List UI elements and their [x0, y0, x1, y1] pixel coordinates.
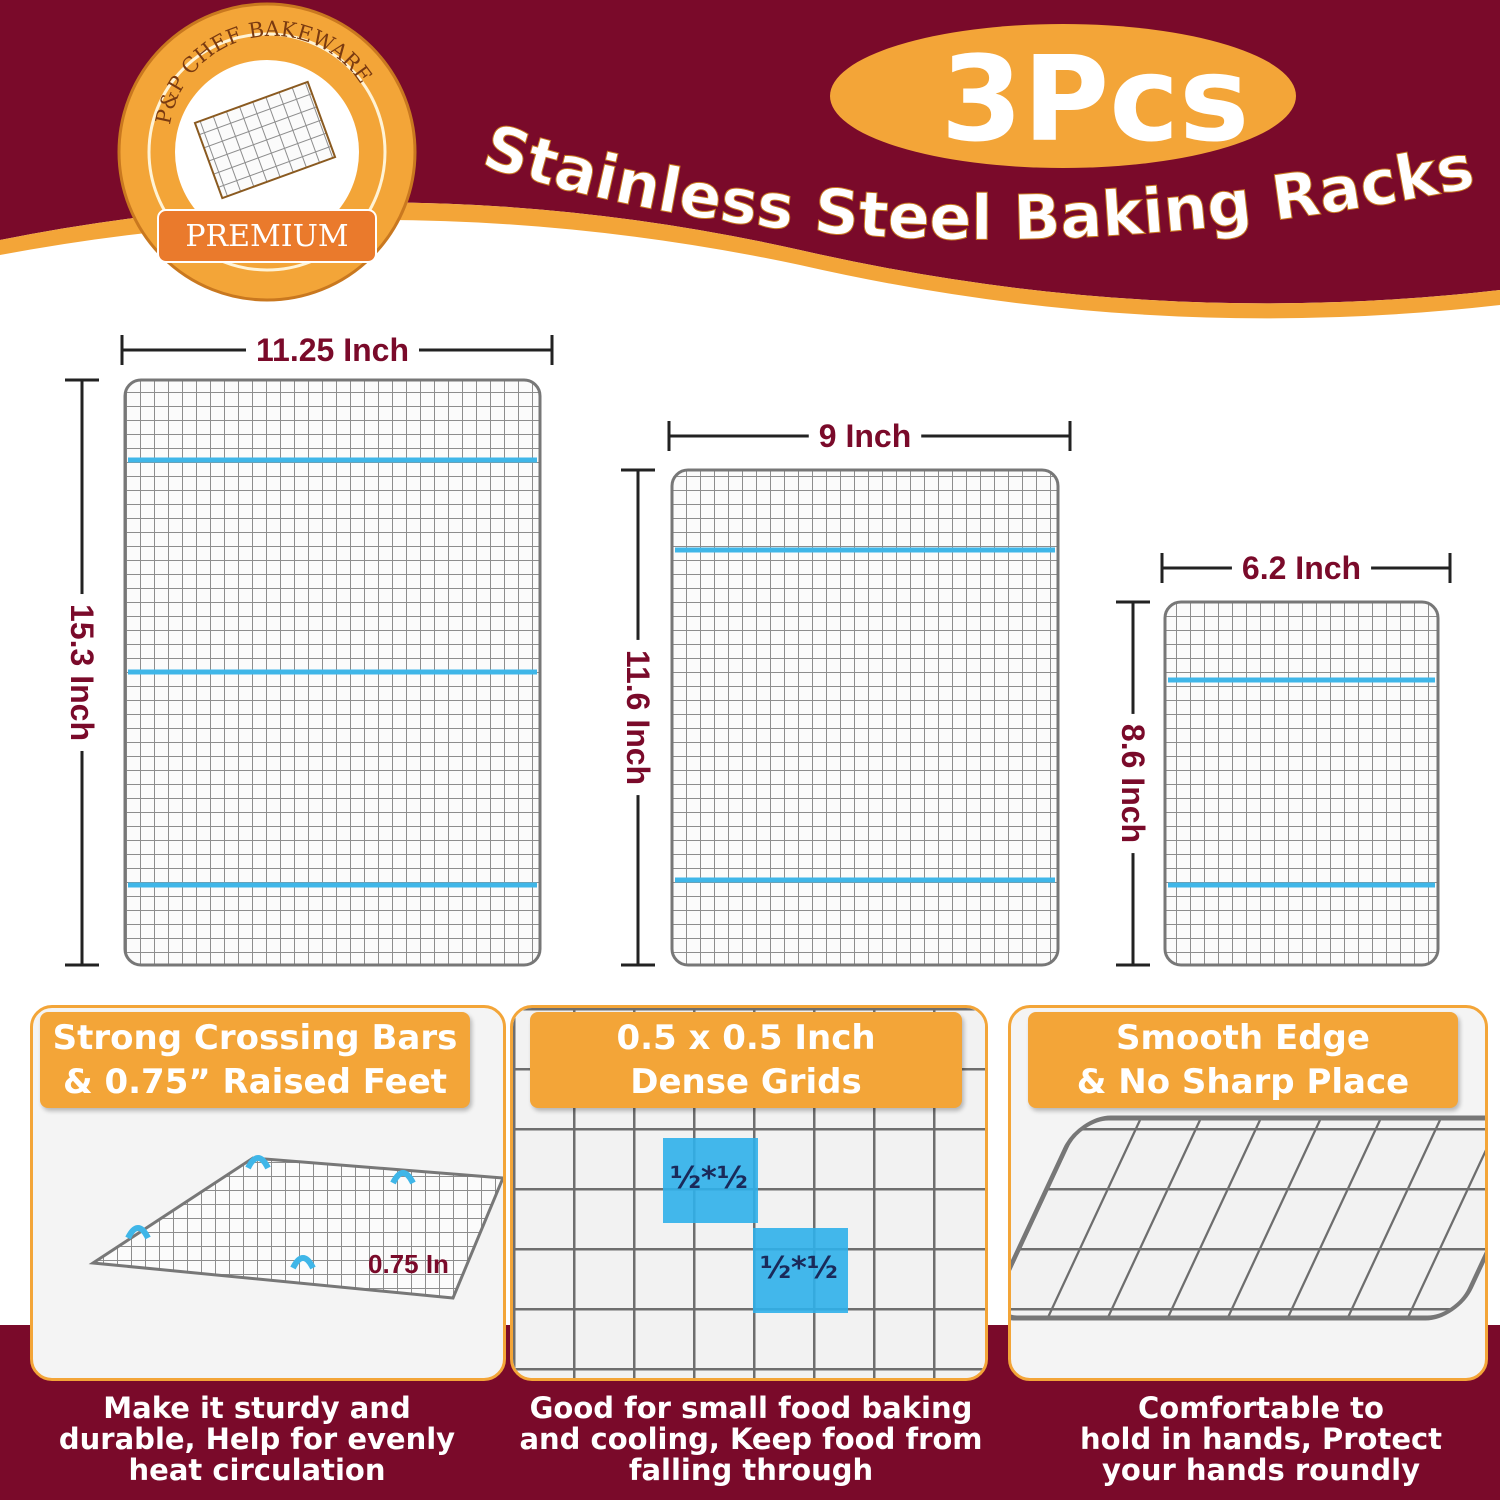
width-label: 11.25 Inch: [256, 332, 409, 368]
feature-label-grids: 0.5 x 0.5 Inch Dense Grids: [530, 1012, 962, 1108]
width-label: 6.2 Inch: [1242, 550, 1361, 586]
feature-caption-grids: Good for small food baking and cooling, K…: [519, 1391, 983, 1487]
count-pill: [830, 24, 1296, 168]
height-label: 15.3 Inch: [64, 604, 100, 741]
rack-3: [1163, 600, 1440, 967]
height-label: 11.6 Inch: [620, 650, 656, 785]
width-label: 9 Inch: [819, 418, 911, 454]
feature-label-edge: Smooth Edge & No Sharp Place: [1028, 1012, 1458, 1108]
feet-height-annotation: 0.75 In: [368, 1249, 449, 1279]
logo-badge: PREMIUM: [185, 219, 348, 254]
grid-size-label-2: ½*½: [760, 1251, 838, 1286]
smooth-edge-image: [1011, 1115, 1485, 1321]
raised-feet-image: 0.75 In: [88, 1155, 503, 1300]
grid-size-label-1: ½*½: [670, 1161, 748, 1196]
brand-logo: [117, 2, 417, 302]
feature-label-feet: Strong Crossing Bars & 0.75” Raised Feet: [40, 1012, 470, 1108]
header-wave-stripe: [0, 202, 1500, 319]
height-label: 8.6 Inch: [1115, 724, 1151, 843]
feature-caption-feet: Make it sturdy and durable, Help for even…: [58, 1391, 456, 1487]
rack-2: [670, 468, 1060, 967]
count-text: 3Pcs: [941, 30, 1250, 168]
feature-caption-edge: Comfortable to hold in hands, Protect your…: [1079, 1391, 1443, 1487]
